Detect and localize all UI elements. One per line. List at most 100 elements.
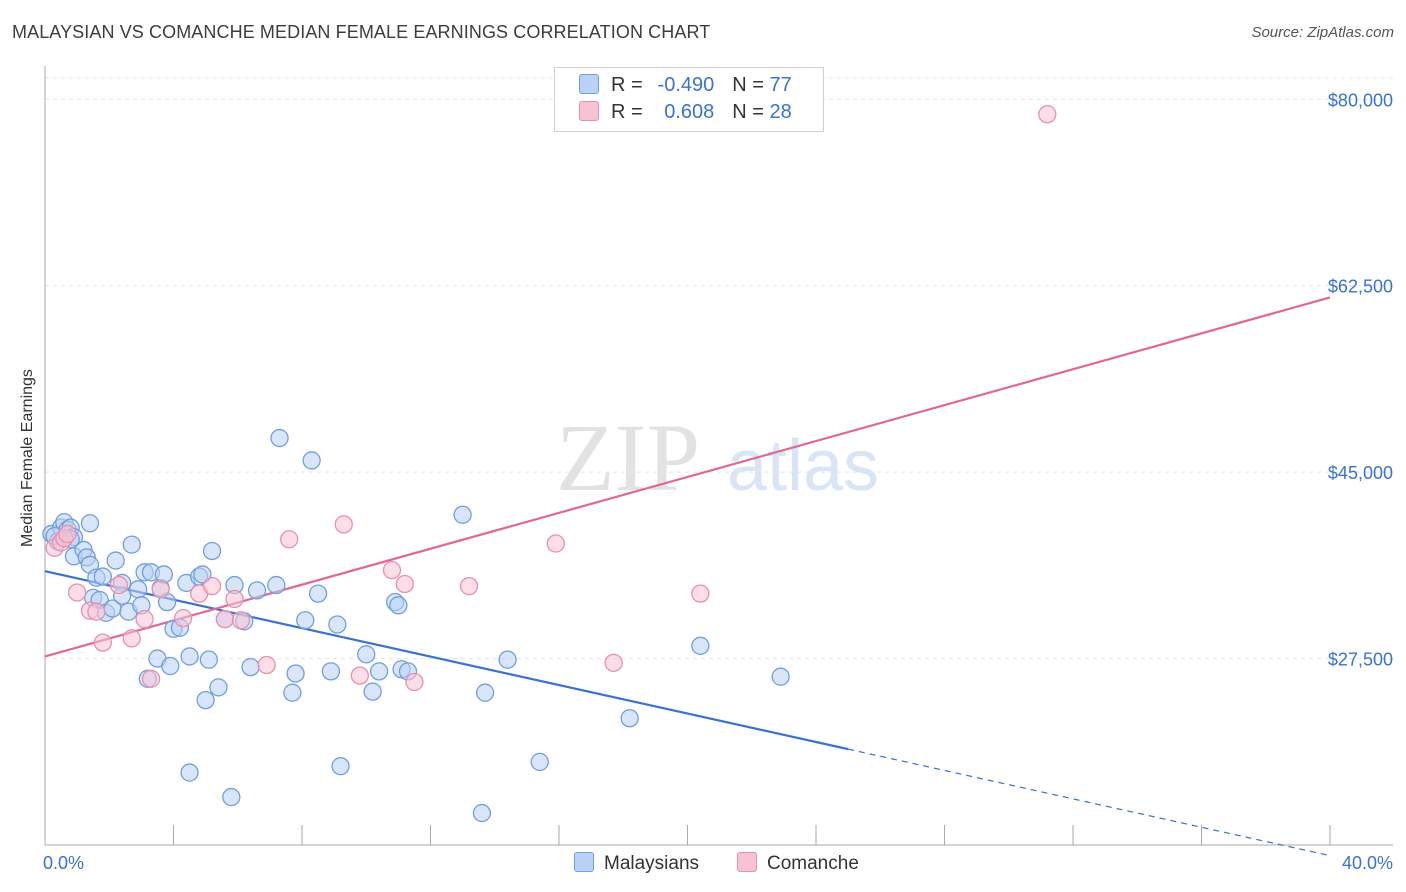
points-layer [42,105,1057,823]
source-credit: Source: ZipAtlas.com [1251,24,1394,41]
malaysians-point [283,683,302,702]
legend-item-comanche[interactable]: Comanche [737,852,859,875]
malaysians-point [369,662,389,681]
watermark: ZIP atlas [556,404,879,511]
malaysians-point [498,650,517,669]
legend-n-value: 28 [769,101,792,123]
y-tick-label: $80,000 [1328,90,1393,110]
legend-row-malaysians: R = -0.490 N = 77 [579,74,792,100]
comanche-point [691,584,710,603]
comanche-point [231,611,251,630]
malaysians-swatch [579,74,599,94]
comanche-point [173,608,193,628]
malaysians-point [453,505,472,524]
malaysians-point [530,752,549,772]
malaysians-point [286,664,305,683]
comanche-point [87,602,106,621]
malaysians-point [93,567,112,586]
chart-title: MALAYSIAN VS COMANCHE MEDIAN FEMALE EARN… [12,22,711,42]
comanche-point [135,610,154,629]
malaysians-point [154,565,174,584]
comanche-swatch [737,852,757,872]
malaysians-point [475,683,495,702]
legend-r-value: -0.490 [657,74,715,96]
comanche-point [257,655,276,675]
comanche-point [202,576,222,596]
malaysians-point [241,657,260,677]
malaysians-point [328,615,347,634]
malaysians-point [472,803,492,823]
malaysians-point [202,541,222,561]
comanche-point [151,580,170,599]
comanche-point [395,574,414,594]
malaysians-point [691,636,710,655]
malaysians-point [357,645,376,664]
malaysians-point [620,709,639,728]
malaysians-trend-line [44,570,849,751]
malaysians-point [209,678,228,697]
comanche-point [225,589,244,609]
malaysians-point [180,647,199,666]
malaysians-point [161,656,180,676]
malaysians-point [771,667,790,686]
malaysians-point [296,611,315,630]
malaysians-point [122,535,141,554]
comanche-point [1038,105,1057,124]
legend-r-label: R = [611,101,643,123]
malaysians-trend-extension [847,748,1331,857]
comanche-point [382,561,402,580]
grid-layer [45,77,1395,660]
y-tick-label: $27,500 [1328,650,1393,670]
malaysians-point [267,575,286,595]
malaysians-point [196,690,215,710]
comanche-point [122,629,141,648]
legend-n-label: N = [732,74,764,96]
comanche-point [604,653,623,672]
malaysians-point [106,551,125,570]
legend-label-comanche: Comanche [767,853,859,874]
x-tick-label: 40.0% [1342,853,1393,873]
malaysians-point [363,682,382,701]
x-tick-label: 0.0% [43,853,84,873]
comanche-point [334,515,353,534]
legend-n-value: 77 [769,74,792,96]
malaysians-point [129,580,148,599]
legend-r-value: 0.608 [664,101,715,123]
y-axis-label: Median Female Earnings [19,369,36,547]
legend-row-comanche: R = 0.608 N = 28 [579,101,792,127]
malaysians-point [222,787,241,807]
malaysians-point [193,565,212,584]
legend-item-malaysians[interactable]: Malaysians [574,852,699,875]
malaysians-point [270,428,289,448]
legend-n-label: N = [732,101,764,123]
legend-label-malaysians: Malaysians [604,853,700,874]
comanche-point [350,666,369,685]
comanche-swatch [579,101,599,121]
comanche-point [546,534,565,553]
malaysians-point [199,650,218,669]
comanche-point [279,530,299,549]
y-tick-label: $62,500 [1328,277,1393,297]
comanche-point [459,576,479,596]
comanche-point [58,524,77,544]
y-tick-label: $45,000 [1328,463,1393,483]
comanche-point [141,669,161,688]
correlation-legend: R = -0.490 N = 77 R = 0.608 N = 28 [554,67,824,132]
malaysians-point [321,662,341,681]
malaysians-swatch [574,852,594,872]
malaysians-point [302,451,321,470]
malaysians-point [180,763,199,782]
malaysians-point [247,581,267,600]
comanche-point [67,583,87,602]
malaysians-point [80,514,100,533]
malaysians-point [331,757,350,776]
malaysians-point [308,584,328,603]
comanche-point [93,633,112,652]
comanche-point [109,575,129,595]
watermark-zip: ZIP [556,404,700,511]
comanche-point [215,610,235,629]
legend-r-label: R = [611,74,643,96]
comanche-point [405,672,424,692]
axis-layer: $27,500 $45,000 $62,500 $80,000 0.0% 40.0% [43,66,1393,873]
